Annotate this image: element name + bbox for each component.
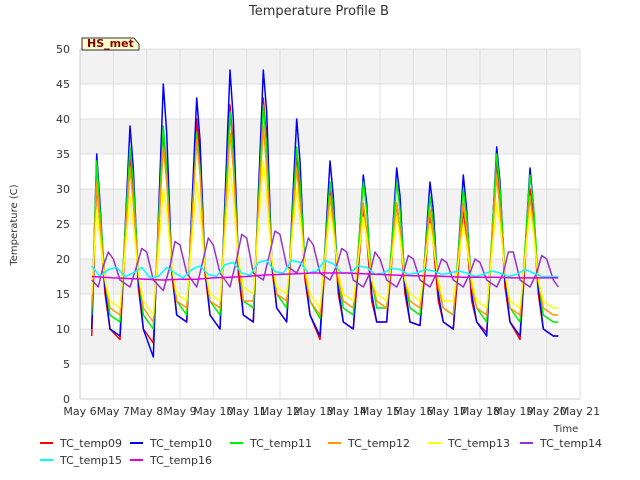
background-band (80, 49, 580, 84)
legend-item: TC_temp09 (40, 437, 122, 450)
legend-item: TC_temp16 (130, 454, 212, 467)
legend-label: TC_temp11 (249, 437, 312, 450)
legend-item: TC_temp15 (40, 454, 122, 467)
y-tick-label: 20 (56, 253, 70, 266)
background-band (80, 119, 580, 154)
legend-label: TC_temp10 (149, 437, 212, 450)
x-axis-label: Time (553, 424, 578, 435)
legend-item: TC_temp14 (520, 437, 602, 450)
x-tick-label: May 21 (560, 405, 600, 418)
legend-item: TC_temp10 (130, 437, 212, 450)
x-tick-label: May 6 (63, 405, 96, 418)
y-axis-ticks: 0 5 10 15 20 25 30 35 40 45 50 (56, 43, 70, 406)
x-tick-label: May 20 (527, 405, 567, 418)
series-line-8 (91, 272, 559, 281)
y-axis-label: Temperature (C) (9, 184, 20, 266)
x-tick-label: May 16 (393, 405, 433, 418)
x-tick-label: May 17 (427, 405, 467, 418)
legend-item: TC_temp12 (328, 437, 410, 450)
y-tick-label: 10 (56, 323, 70, 336)
legend-item: TC_temp13 (428, 437, 510, 450)
y-tick-label: 40 (56, 113, 70, 126)
x-tick-label: May 10 (193, 405, 233, 418)
x-tick-label: May 8 (130, 405, 163, 418)
x-tick-label: May 18 (460, 405, 500, 418)
x-tick-label: May 13 (293, 405, 333, 418)
x-tick-label: May 9 (163, 405, 196, 418)
series-lines (90, 69, 559, 358)
chart-title: Temperature Profile B (248, 4, 389, 19)
x-tick-label: May 11 (227, 405, 267, 418)
y-tick-label: 25 (56, 218, 70, 231)
legend-label: TC_temp16 (149, 454, 212, 467)
series-line-5 (90, 160, 559, 316)
x-tick-label: May 15 (360, 405, 400, 418)
series-line-7 (91, 259, 559, 279)
y-tick-label: 50 (56, 43, 70, 56)
legend-label: TC_temp15 (59, 454, 122, 467)
axes (79, 49, 580, 400)
hs-met-badge: HS_met (81, 37, 140, 51)
x-tick-label: May 12 (260, 405, 300, 418)
legend-item: TC_temp11 (230, 437, 312, 450)
y-tick-label: 5 (63, 358, 70, 371)
y-tick-label: 0 (63, 393, 70, 406)
y-tick-label: 15 (56, 288, 70, 301)
background-band (80, 329, 580, 364)
legend: TC_temp09 TC_temp10 TC_temp11 TC_temp12 TC_t… (40, 437, 602, 467)
legend-label: TC_temp12 (347, 437, 410, 450)
legend-label: TC_temp14 (539, 437, 602, 450)
legend-label: TC_temp09 (59, 437, 122, 450)
badge-label: HS_met (87, 37, 134, 50)
y-tick-label: 35 (56, 148, 70, 161)
x-tick-label: May 7 (97, 405, 130, 418)
legend-label: TC_temp13 (447, 437, 510, 450)
y-tick-label: 30 (56, 183, 70, 196)
series-line-6 (91, 230, 559, 292)
x-tick-label: May 19 (493, 405, 533, 418)
x-tick-label: May 14 (327, 405, 367, 418)
y-tick-label: 45 (56, 78, 70, 91)
